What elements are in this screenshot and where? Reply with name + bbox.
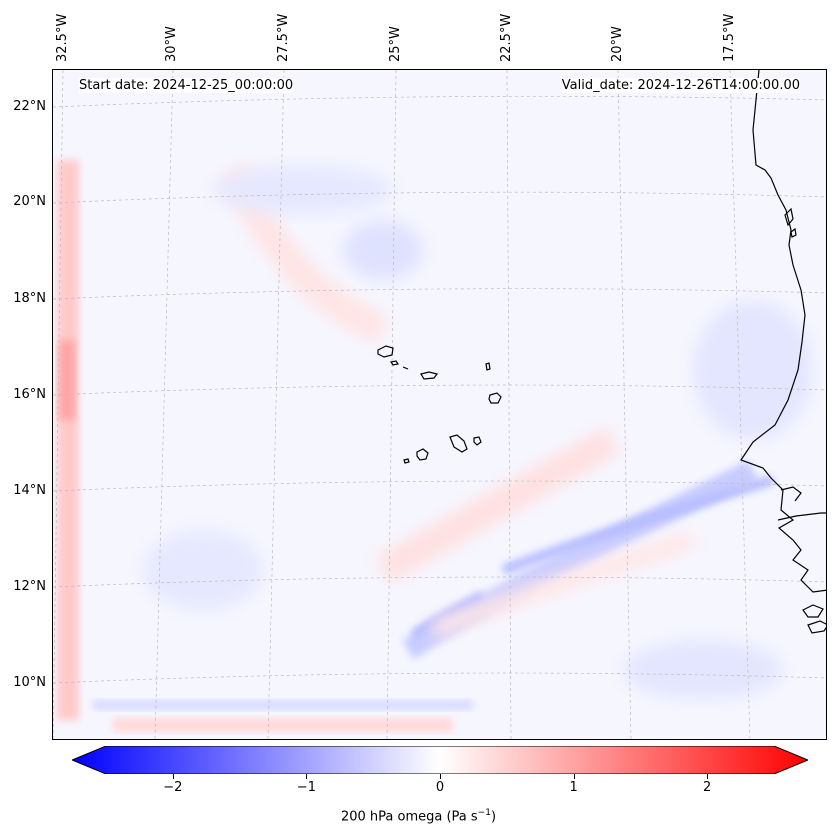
negative-omega-band-2 (501, 475, 775, 575)
lon-label-27-5w: 27.5°W (276, 13, 291, 62)
negative-omega-band-3 (410, 591, 485, 639)
lat-label-20n: 20°N (13, 194, 46, 209)
lat-label-16n: 16°N (13, 387, 46, 402)
omega-field (53, 70, 826, 739)
start-date-label: Start date: 2024-12-25_00:00:00 (79, 78, 294, 93)
map-panel[interactable]: Start date: 2024-12-25_00:00:00 Valid_da… (52, 69, 827, 740)
colorbar (72, 746, 808, 774)
omega-field-map (53, 70, 826, 739)
colorbar-tick-label: 2 (703, 780, 712, 795)
cape-verde-islands (377, 345, 502, 464)
positive-omega-band-3 (429, 531, 696, 639)
lon-label-32-5w: 32.5°W (55, 13, 70, 62)
lat-label-22n: 22°N (13, 99, 46, 114)
valid-date-label: Valid_date: 2024-12-26T14:00:00.00 (561, 78, 800, 93)
colorbar-tick-mark (440, 774, 441, 779)
colorbar-tick-mark (707, 774, 709, 779)
colorbar-label: 200 hPa omega (Pa s−1) (340, 808, 497, 825)
colorbar-tick-label: −2 (163, 780, 183, 795)
lat-label-18n: 18°N (13, 291, 46, 306)
negative-omega-band-south (93, 700, 473, 710)
positive-omega-band-south (113, 718, 453, 732)
lon-label-30w: 30°W (164, 26, 179, 62)
lon-label-20w: 20°W (610, 26, 625, 62)
positive-omega-band-1 (375, 426, 621, 584)
colorbar-tick-mark (172, 774, 174, 779)
colorbar-tick-mark (306, 774, 308, 779)
positive-omega-core (59, 340, 75, 420)
lat-label-12n: 12°N (13, 579, 46, 594)
colorbar-tick-mark (573, 774, 575, 779)
africa-coastline (740, 70, 826, 634)
positive-omega-band-west (57, 160, 79, 720)
colorbar-tick-label: 0 (435, 780, 445, 795)
lon-label-25w: 25°W (388, 26, 403, 62)
lon-label-17-5w: 17.5°W (722, 13, 737, 62)
lat-label-10n: 10°N (13, 675, 46, 690)
colorbar-tick-label: −1 (296, 780, 316, 795)
lon-label-22-5w: 22.5°W (499, 13, 514, 62)
colorbar-tick-label: 1 (569, 780, 578, 795)
colorbar-bar (72, 746, 808, 774)
lat-label-14n: 14°N (13, 483, 46, 498)
graticule (53, 70, 826, 739)
